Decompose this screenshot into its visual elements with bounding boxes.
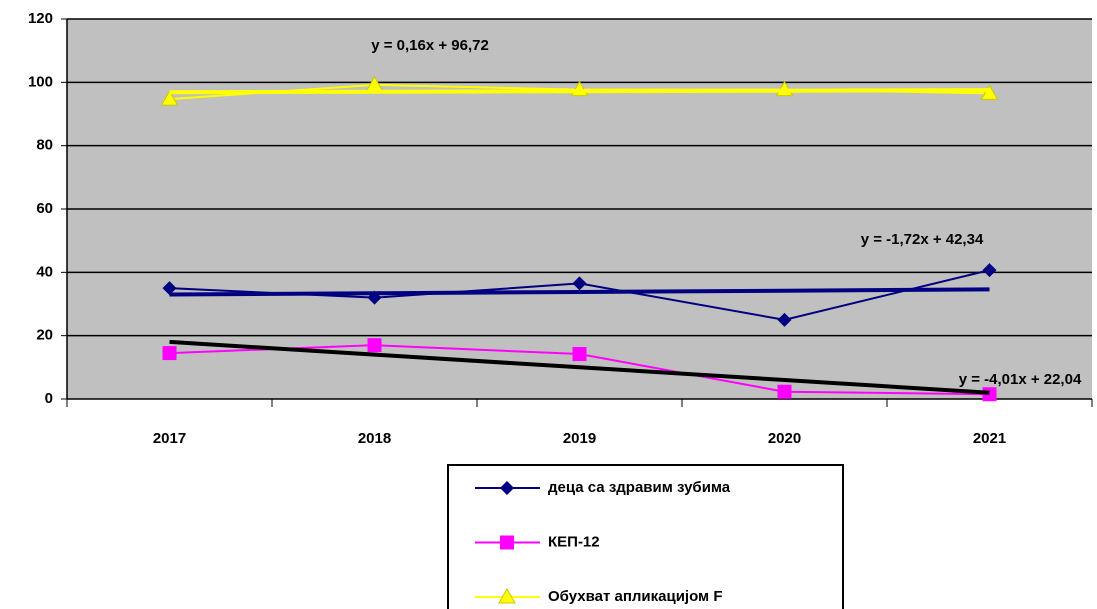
trend-equation: y = -1,72x + 42,34 [861,231,984,248]
trendline [169,88,990,95]
legend-label: деца са здравим зубима [548,479,731,496]
y-tick-label: 20 [36,327,53,344]
marker [572,347,587,362]
marker [162,346,177,361]
trend-equation: y = 0,16x + 96,72 [371,37,489,54]
trendline [169,287,990,297]
y-tick-label: 60 [36,200,53,217]
marker [982,263,997,278]
y-tick-label: 80 [36,137,53,154]
marker [980,84,999,100]
marker [498,587,516,604]
x-tick-label: 2019 [563,430,596,447]
marker [777,384,792,399]
y-tick-label: 100 [28,73,53,90]
marker [500,481,514,495]
legend-label: КЕП-12 [548,533,600,550]
trendline [169,339,990,395]
y-tick-label: 120 [28,10,53,27]
y-tick-label: 40 [36,263,53,280]
marker [572,276,587,291]
legend-label: Обухват апликацијом F [548,588,723,605]
x-tick-label: 2020 [768,430,801,447]
trend-equation: y = -4,01x + 22,04 [959,371,1082,388]
marker [162,281,177,296]
marker [500,535,514,550]
marker [367,338,382,353]
x-tick-label: 2018 [358,430,391,447]
x-tick-label: 2021 [973,430,1006,447]
marker [777,312,792,327]
x-tick-label: 2017 [153,430,186,447]
marker [160,90,179,106]
y-tick-label: 0 [45,390,53,407]
